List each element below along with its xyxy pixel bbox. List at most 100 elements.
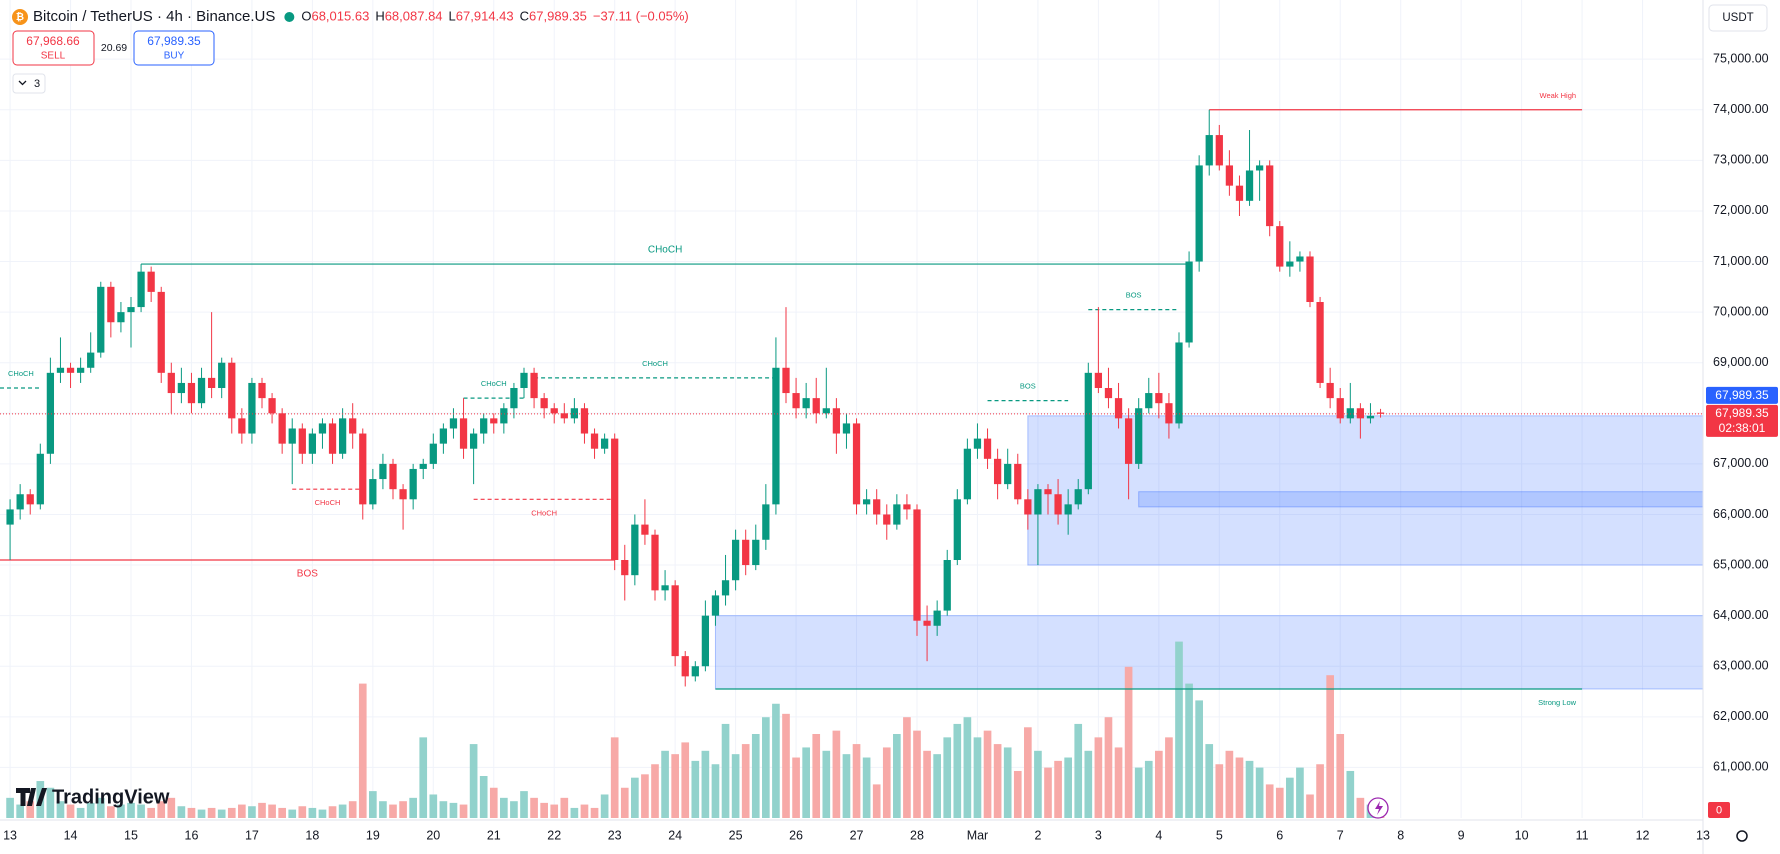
candle-body: [389, 463, 397, 490]
candle-body: [762, 504, 770, 540]
volume-bar: [459, 804, 468, 818]
y-tick-label: 63,000.00: [1713, 659, 1769, 673]
volume-bar: [953, 723, 962, 818]
ohlc-key: L: [449, 8, 456, 23]
volume-bar: [439, 801, 448, 818]
volume-bar: [751, 734, 760, 818]
candle-body: [802, 398, 810, 409]
indicators-count: 3: [34, 78, 40, 90]
candle-body: [76, 367, 85, 373]
candle-body: [862, 499, 871, 505]
spread: 20.69: [101, 42, 127, 54]
candle-body: [419, 463, 427, 469]
settings-gear[interactable]: [1736, 830, 1748, 842]
x-tick-label: 23: [608, 828, 622, 842]
candle-body: [691, 666, 699, 677]
volume-bar: [1286, 777, 1294, 818]
structure-label: Weak High: [1540, 91, 1577, 100]
candle-body: [1185, 261, 1193, 343]
candle-body: [157, 291, 165, 373]
volume-bar: [842, 754, 851, 818]
ohlc-value: 67,989.35: [529, 8, 587, 23]
candle-body: [1286, 261, 1294, 267]
indicators-toggle[interactable]: [12, 73, 46, 94]
x-tick-label: 21: [487, 828, 501, 842]
volume-bar: [711, 764, 720, 818]
structure-label: CHoCH: [8, 369, 34, 378]
x-tick-label: 14: [64, 828, 78, 842]
trade-buttons: 67,968.66 SELL 20.69 67,989.35 BUY 3: [12, 30, 215, 94]
candle-body: [1356, 408, 1365, 419]
x-tick-label: 5: [1216, 828, 1223, 842]
candle-body: [218, 362, 226, 389]
candle-body: [187, 382, 196, 404]
candle-body: [983, 438, 992, 459]
candle-body: [490, 418, 498, 424]
volume-bar: [147, 807, 155, 818]
volume-bar: [903, 717, 911, 818]
volume-bar: [227, 807, 236, 818]
volume-bar: [1316, 764, 1324, 818]
y-tick-label: 62,000.00: [1713, 709, 1769, 723]
market-status[interactable]: [284, 12, 295, 22]
candle-body: [338, 418, 347, 454]
candle-body: [1094, 372, 1103, 389]
candle-body: [701, 615, 710, 667]
volume-bar: [479, 776, 488, 818]
volume-bar: [893, 734, 901, 818]
volume-bar: [520, 791, 528, 818]
volume-bar: [348, 801, 357, 818]
volume-bar: [1144, 760, 1153, 818]
candle-body: [913, 509, 921, 621]
y-tick-label: 61,000.00: [1713, 760, 1769, 774]
structure-label: CHoCH: [648, 245, 682, 256]
legend: ₿ Bitcoin / TetherUS · 4h · Binance.US O…: [12, 8, 689, 25]
currency-button[interactable]: [1708, 4, 1768, 32]
volume-bar: [792, 757, 800, 818]
candle-body: [852, 423, 861, 505]
candles: [0, 109, 1703, 687]
last-badge: [1706, 404, 1778, 437]
brand-logo: [16, 788, 47, 806]
x-tick-label: 20: [426, 828, 440, 842]
volume-bar: [379, 801, 387, 818]
volume-bar: [177, 806, 186, 818]
brand: TradingView: [16, 786, 170, 808]
volume-bar: [822, 750, 831, 818]
sell-button[interactable]: [12, 30, 95, 66]
volume-bar: [127, 802, 135, 818]
structure-label: CHoCH: [315, 498, 341, 507]
volume-bar: [1054, 760, 1062, 818]
candle-body: [359, 433, 367, 505]
volume-bar: [681, 742, 690, 818]
symbol-name[interactable]: Bitcoin / TetherUS · 4h · Binance.US: [33, 8, 275, 25]
volume-bar: [540, 802, 548, 818]
candle-body: [530, 372, 538, 399]
candle-body: [651, 534, 659, 591]
volume-bar: [358, 683, 367, 818]
candle-body: [812, 398, 820, 414]
volume-bar: [1346, 770, 1355, 818]
symbol-icon-glyph: ₿: [16, 11, 24, 23]
volume-bar: [671, 754, 679, 818]
structure-label: CHoCH: [531, 508, 557, 517]
x-tick-label: 7: [1337, 828, 1344, 842]
ask-badge: [1706, 386, 1778, 404]
candle-body: [429, 443, 437, 464]
volume-bar: [167, 797, 176, 818]
volume-bar: [882, 747, 891, 818]
buy-button[interactable]: [133, 30, 215, 66]
volume-bar: [96, 797, 105, 818]
candle-body: [540, 398, 548, 409]
y-tick-label: 66,000.00: [1713, 507, 1769, 521]
candle-body: [117, 312, 125, 323]
order-block: [714, 615, 1704, 690]
volume-bar: [983, 730, 992, 818]
volume-bar: [933, 754, 941, 818]
candle-body: [177, 382, 186, 394]
volume-bar: [1255, 767, 1264, 818]
x-tick-label: 12: [1636, 828, 1650, 842]
y-tick-label: 65,000.00: [1713, 557, 1769, 571]
volume-bar: [399, 801, 407, 818]
